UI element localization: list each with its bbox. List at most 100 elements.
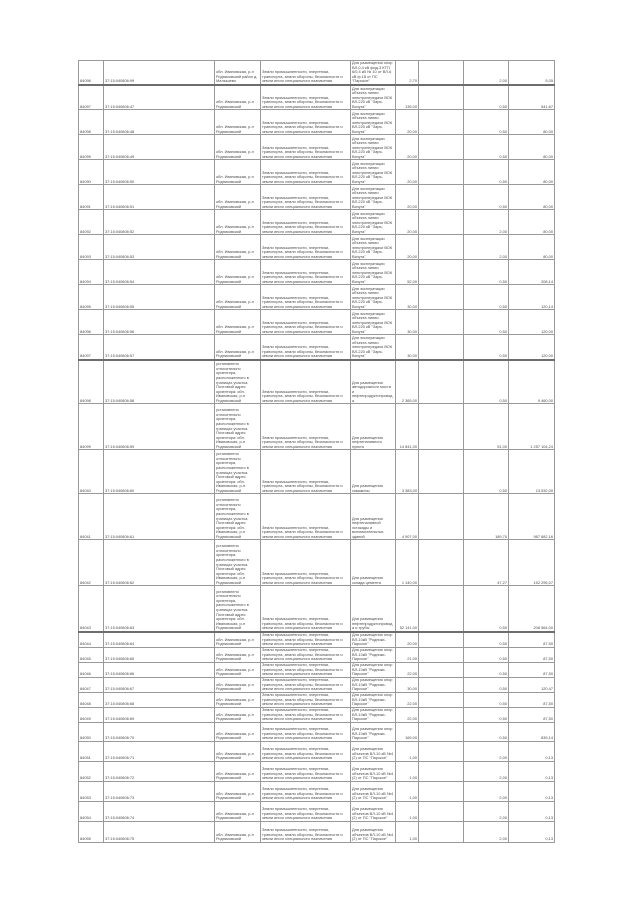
empty-cell [418,234,464,261]
area: 20,00 [395,209,419,236]
empty-cell [418,84,464,111]
permitted-use: Для размещения опор ВЛ-0,4 кВ фид.3 КТП … [350,59,396,86]
permitted-use: Для размещения опор ВЛ-10кВ "Родники-Пар… [350,691,396,708]
empty-cell [418,676,464,693]
address: обл. Ивановская, р-н Родниковский район … [214,59,261,86]
table-row: 84050 37:15:040806:70 обл. Ивановская, р-н… [78,721,555,742]
rate: 0,50 [463,359,509,405]
empty-cell [418,706,464,723]
cadastral-number: 37:15:040806:73 [103,780,215,802]
value: 80,00 [508,184,555,211]
land-category: Земли промышленности, энергетики, трансп… [260,334,351,361]
empty-cell [418,493,464,541]
address: обл. Ивановская, р-н Родниковский [214,309,261,336]
land-category: Земли промышленности, энергетики, трансп… [260,740,351,762]
permitted-use: Для эксплуатации объекта линии электропе… [350,109,396,136]
value: 0,13 [508,820,555,843]
address: установлено относительно ориентира, расп… [214,359,261,405]
cadastral-number: 37:15:040806:72 [103,760,215,782]
area: 22,00 [395,706,419,723]
land-category: Земли промышленности, энергетики, трансп… [260,691,351,708]
cadastral-number: 37:15:040806:54 [103,259,215,286]
empty-cell [418,740,464,762]
cadastral-number: 37:15:040806:65 [103,646,215,663]
row-id: 84097 [78,84,104,111]
address: обл. Ивановская, р-н Родниковский [214,84,261,111]
cadastral-number: 37:15:040806:99 [103,59,215,86]
empty-cell [418,159,464,186]
address: обл. Ивановская, р-н Родниковский [214,334,261,361]
value: 80,00 [508,209,555,236]
permitted-use: Для размещения нефтеналивной эстакады и … [350,493,396,541]
land-category: Земли промышленности, энергетики, трансп… [260,59,351,86]
empty-cell [418,259,464,286]
row-id: 84055 [78,820,104,843]
address: обл. Ивановская, р-н Родниковский [214,721,261,742]
row-id: 84045 [78,646,104,663]
value: 208 564,00 [508,585,555,633]
value: 87,50 [508,646,555,663]
row-id: 84093 [78,234,104,261]
table-row: 84048 37:15:040806:68 обл. Ивановская, р-н… [78,691,555,708]
row-id: 84096 [78,59,104,86]
address: установлено относительно ориентира, расп… [214,493,261,541]
value: 80,00 [508,134,555,161]
rate: 51,00 [463,403,509,451]
area: 1,00 [395,760,419,782]
row-id: 84050 [78,721,104,742]
empty-cell [418,631,464,648]
table-row: 84053 37:15:040806:73 обл. Ивановская, р-н… [78,780,555,802]
cadastral-number: 37:15:040806:66 [103,661,215,678]
land-category: Земли промышленности, энергетики, трансп… [260,209,351,236]
rate: 0,50 [463,259,509,286]
value: 208,14 [508,259,555,286]
area: 14 841,00 [395,403,419,451]
permitted-use: Для эксплуатации объекта линии электропе… [350,309,396,336]
address: обл. Ивановская, р-н Родниковский [214,760,261,782]
table-row: 84043 37:15:040806:63 установлено относите… [78,585,555,633]
rate: 0,50 [463,284,509,311]
row-id: 84099 [78,134,104,161]
cadastral-number: 37:15:040806:50 [103,159,215,186]
permitted-use: Для эксплуатации объекта линии электропе… [350,134,396,161]
address: обл. Ивановская, р-н Родниковский [214,646,261,663]
table-row: 84052 37:15:040806:72 обл. Ивановская, р-н… [78,760,555,782]
permitted-use: Для размещения опор ВЛ-10кВ "Родники-Пар… [350,706,396,723]
table-row: 84092 37:15:040806:52 обл. Ивановская, р-н… [78,209,555,236]
address: обл. Ивановская, р-н Родниковский [214,676,261,693]
row-id: 84090 [78,159,104,186]
address: установлено относительно ориентира, расп… [214,449,261,495]
value: 120,00 [508,309,555,336]
address: обл. Ивановская, р-н Родниковский [214,234,261,261]
area: 135,00 [395,84,419,111]
table-row: 84095 37:15:040806:55 обл. Ивановская, р-н… [78,284,555,311]
cadastral-number: 37:15:040806:52 [103,209,215,236]
cadastral-number: 37:15:040806:55 [103,284,215,311]
value: 120,14 [508,284,555,311]
land-category: Земли промышленности, энергетики, трансп… [260,184,351,211]
table-row: 84094 37:15:040806:54 обл. Ивановская, р-н… [78,259,555,286]
table-row: 84041 37:15:040806:61 установлено относите… [78,493,555,541]
address: обл. Ивановская, р-н Родниковский [214,780,261,802]
permitted-use: Для эксплуатации объекта линии электропе… [350,159,396,186]
land-category: Земли промышленности, энергетики, трансп… [260,780,351,802]
permitted-use: Для эксплуатации объекта линии электропе… [350,84,396,111]
cadastral-number: 37:15:040806:63 [103,585,215,633]
area: 30,00 [395,309,419,336]
value: 152 295,07 [508,539,555,587]
row-id: 84052 [78,760,104,782]
area: 20,00 [395,134,419,161]
land-category: Земли промышленности, энергетики, трансп… [260,309,351,336]
cadastral-number: 37:15:040806:69 [103,706,215,723]
rate: 0,50 [463,159,509,186]
address: установлено относительно ориентира, расп… [214,539,261,587]
row-id: 84047 [78,676,104,693]
area: 20,00 [395,109,419,136]
row-id: 84053 [78,780,104,802]
table-row: 84099 37:15:040806:49 обл. Ивановская, р-н… [78,134,555,161]
area: 3 383,00 [395,449,419,495]
row-id: 84094 [78,259,104,286]
value: 80,00 [508,109,555,136]
land-category: Земли промышленности, энергетики, трансп… [260,134,351,161]
land-category: Земли промышленности, энергетики, трансп… [260,449,351,495]
